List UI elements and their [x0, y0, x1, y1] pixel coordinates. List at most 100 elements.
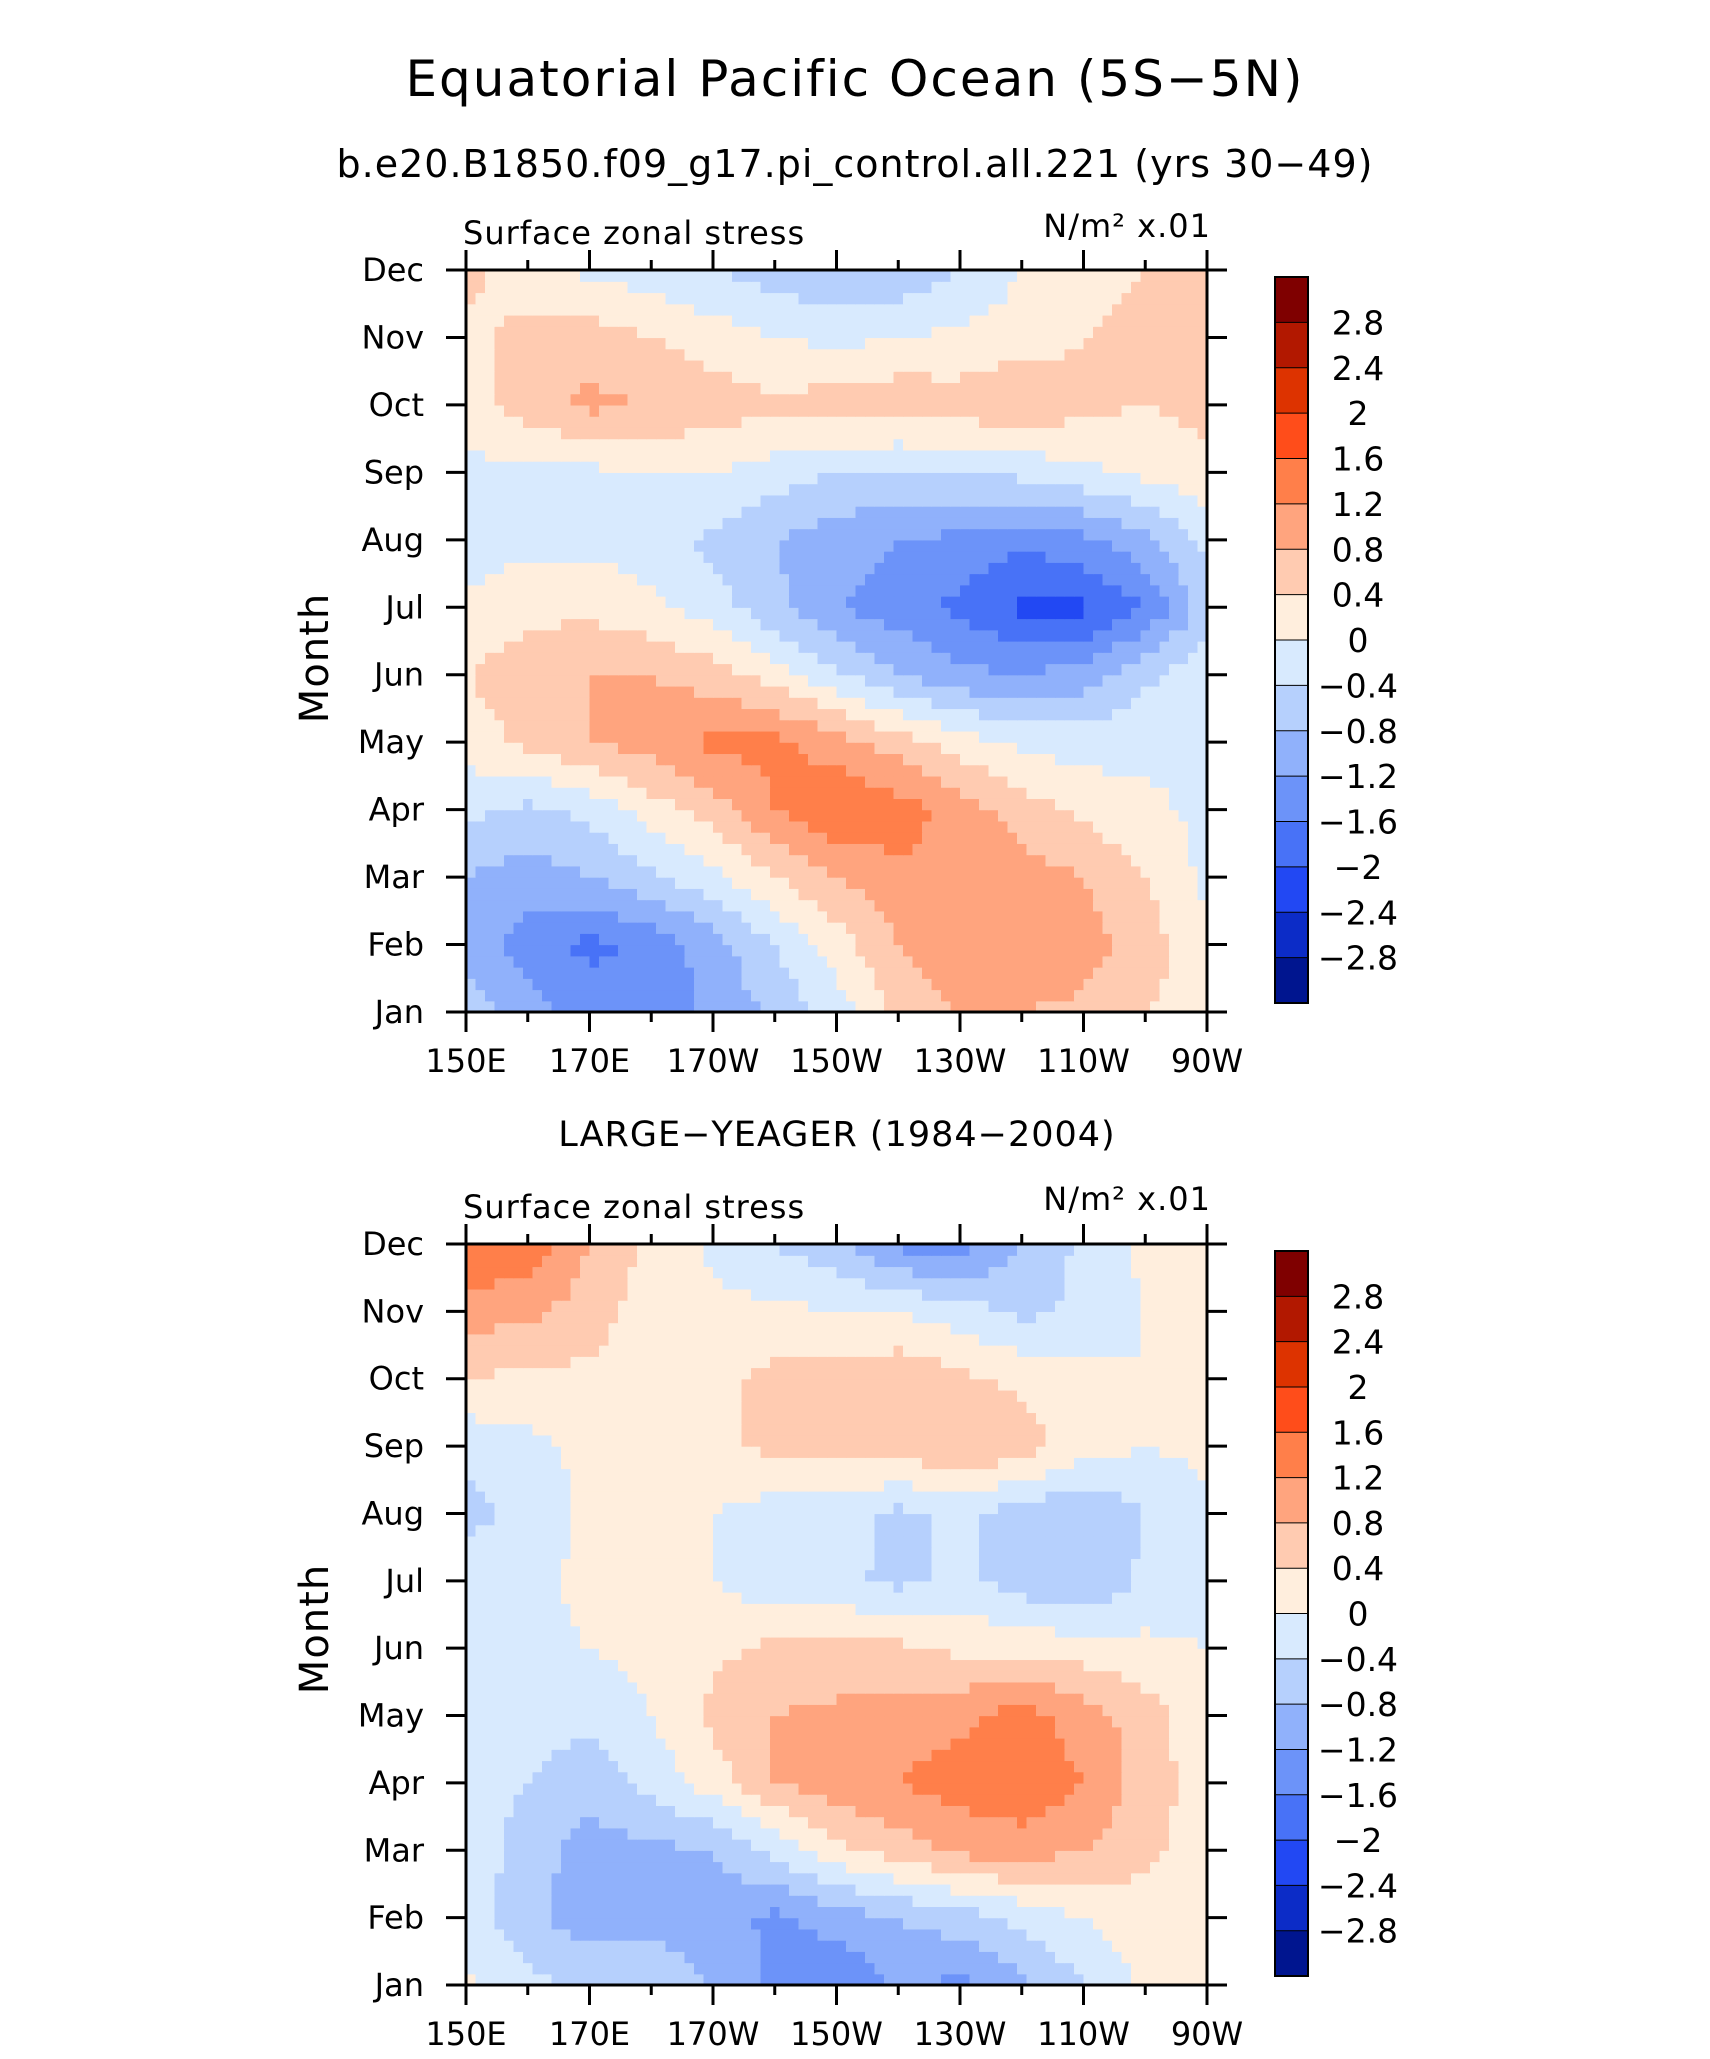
heatmap-cell: [618, 528, 629, 541]
heatmap-cell: [1064, 742, 1075, 755]
heatmap-cell: [494, 641, 505, 653]
heatmap-cell: [1055, 843, 1066, 856]
heatmap-cell: [817, 719, 828, 732]
heatmap-cell: [846, 697, 857, 710]
heatmap-cell: [1045, 607, 1056, 620]
heatmap-cell: [741, 539, 752, 552]
heatmap-cell: [532, 494, 543, 507]
heatmap-cell: [1036, 618, 1047, 631]
heatmap-cell: [760, 382, 771, 395]
heatmap-cell: [551, 382, 562, 395]
heatmap-cell: [637, 685, 648, 698]
heatmap-cell: [1188, 506, 1199, 518]
heatmap-cell: [589, 910, 600, 923]
heatmap-cell: [874, 404, 885, 417]
heatmap-cell: [703, 292, 714, 305]
heatmap-cell: [1083, 528, 1094, 541]
heatmap-cell: [903, 888, 914, 901]
heatmap-cell: [941, 314, 952, 327]
heatmap-cell: [656, 427, 667, 440]
heatmap-cell: [684, 978, 695, 991]
heatmap-cell: [1055, 955, 1066, 968]
heatmap-cell: [570, 393, 581, 406]
heatmap-cell: [1112, 955, 1123, 968]
heatmap-cell: [637, 820, 648, 833]
heatmap-cell: [950, 843, 961, 856]
heatmap-cell: [979, 528, 990, 541]
heatmap-cell: [1169, 820, 1180, 833]
heatmap-cell: [466, 753, 477, 766]
heatmap-cell: [1026, 528, 1037, 541]
heatmap-cell: [817, 933, 828, 946]
heatmap-cell: [665, 472, 676, 485]
heatmap-cell: [1131, 922, 1142, 934]
heatmap-cell: [713, 944, 724, 957]
heatmap-cell: [1131, 764, 1142, 777]
heatmap-cell: [485, 393, 496, 406]
heatmap-cell: [627, 742, 638, 755]
heatmap-cell: [504, 337, 515, 350]
heatmap-cell: [893, 449, 904, 462]
heatmap-cell: [1197, 978, 1208, 991]
heatmap-cell: [513, 922, 524, 934]
heatmap-cell: [893, 393, 904, 406]
heatmap-cell: [608, 404, 619, 417]
heatmap-cell: [798, 652, 809, 665]
heatmap-cell: [1131, 899, 1142, 912]
heatmap-cell: [1188, 573, 1199, 586]
heatmap-cell: [580, 1000, 591, 1013]
heatmap-cell: [542, 652, 553, 665]
heatmap-cell: [599, 337, 610, 350]
heatmap-cell: [684, 843, 695, 856]
heatmap-cell: [684, 933, 695, 946]
heatmap-cell: [808, 483, 819, 496]
heatmap-cell: [931, 303, 942, 316]
heatmap-cell: [618, 371, 629, 384]
heatmap-cell: [827, 517, 838, 530]
heatmap-cell: [1074, 719, 1085, 732]
heatmap-cell: [760, 685, 771, 698]
heatmap-cell: [589, 596, 600, 608]
heatmap-cell: [1169, 528, 1180, 541]
heatmap-cell: [979, 955, 990, 968]
heatmap-cell: [485, 449, 496, 462]
heatmap-cell: [1159, 899, 1170, 912]
heatmap-cell: [494, 371, 505, 384]
heatmap-cell: [1007, 674, 1018, 687]
heatmap-cell: [523, 854, 534, 867]
heatmap-cell: [618, 832, 629, 844]
heatmap-cell: [608, 922, 619, 934]
heatmap-cell: [827, 944, 838, 957]
heatmap-cell: [760, 742, 771, 755]
heatmap-cell: [1121, 764, 1132, 777]
heatmap-cell: [542, 899, 553, 912]
heatmap-cell: [1017, 551, 1028, 563]
heatmap-cell: [1178, 764, 1189, 777]
heatmap-cell: [941, 416, 952, 428]
heatmap-cell: [1102, 539, 1113, 552]
heatmap-cell: [751, 483, 762, 496]
heatmap-cell: [1159, 820, 1170, 833]
heatmap-cell: [513, 685, 524, 698]
heatmap-cell: [998, 314, 1009, 327]
heatmap-cell: [1093, 618, 1104, 631]
heatmap-cell: [570, 607, 581, 620]
heatmap-cell: [808, 596, 819, 608]
heatmap-cell: [475, 764, 486, 777]
heatmap-cell: [941, 562, 952, 575]
heatmap-cell: [1178, 573, 1189, 586]
heatmap-cell: [855, 539, 866, 552]
heatmap-cell: [608, 730, 619, 743]
heatmap-cell: [532, 708, 543, 721]
heatmap-cell: [922, 494, 933, 507]
heatmap-cell: [1169, 910, 1180, 923]
heatmap-cell: [551, 708, 562, 721]
heatmap-cell: [941, 461, 952, 473]
heatmap-cell: [893, 483, 904, 496]
heatmap-cell: [979, 1000, 990, 1013]
heatmap-cell: [779, 562, 790, 575]
heatmap-cell: [561, 438, 572, 451]
heatmap-cell: [732, 820, 743, 833]
heatmap-cell: [874, 877, 885, 889]
heatmap-cell: [903, 910, 914, 923]
